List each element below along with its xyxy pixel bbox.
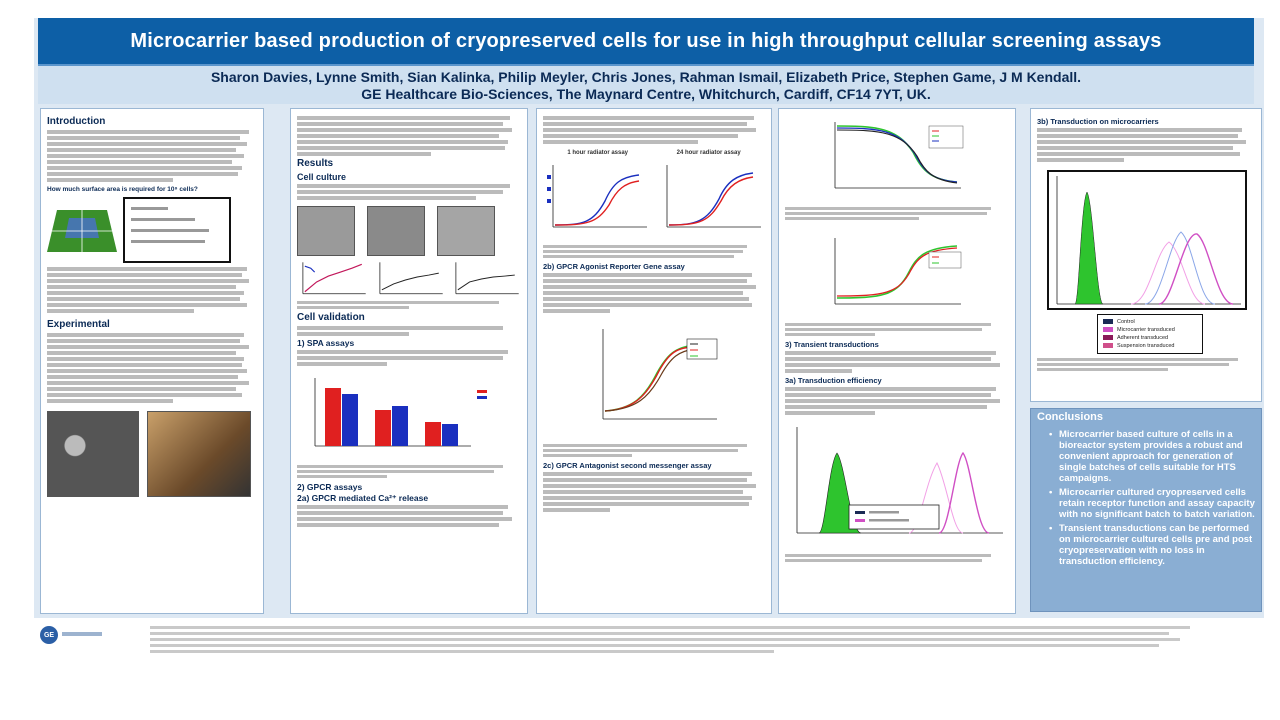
- reporter-gene-heading: 2b) GPCR Agonist Reporter Gene assay: [543, 262, 685, 271]
- transient-text: [785, 351, 1009, 373]
- cell-image-2: [367, 206, 425, 256]
- antagonist-dose-response: [834, 122, 964, 189]
- calcium-text: [297, 505, 521, 527]
- spa-bar-chart: [314, 378, 487, 447]
- reporter-gene-dose-response: [602, 329, 718, 420]
- growth-curve-1: [302, 262, 366, 295]
- conclusions-panel: Conclusions Microcarrier based culture o…: [1030, 408, 1262, 612]
- ge-tagline: [62, 632, 102, 636]
- author-names: Sharon Davies, Lynne Smith, Sian Kalinka…: [210, 69, 1082, 85]
- efficiency-caption: [785, 554, 1009, 562]
- microcarrier-transduction-heading: 3b) Transduction on microcarriers: [1037, 117, 1159, 126]
- bar-blue-2: [392, 406, 408, 446]
- legend-blue-swatch: [477, 396, 487, 399]
- efficiency-histogram: [796, 427, 1003, 534]
- efficiency-legend: [848, 504, 940, 530]
- legend-item-adherent: Adherent transduced: [1103, 334, 1197, 342]
- bar-red-2: [375, 410, 391, 446]
- col3-intro-text: [543, 116, 765, 144]
- conclusion-item: Microcarrier cultured cryopreserved cell…: [1037, 487, 1255, 520]
- intro-text-2: [47, 267, 257, 313]
- panel-b-label: 24 hour radiator assay: [676, 150, 741, 156]
- intro-text: [47, 130, 257, 182]
- conclusions-heading: Conclusions: [1037, 411, 1104, 423]
- bioreactor-photo: [147, 411, 251, 497]
- transduction-efficiency-heading: 3a) Transduction efficiency: [785, 376, 882, 385]
- results-intro-text: [297, 116, 521, 156]
- microcarrier-histogram: [1056, 176, 1241, 305]
- antagonist-text: [543, 472, 765, 512]
- cell-culture-text: [297, 184, 521, 200]
- growth-curve-2: [379, 262, 443, 295]
- column-introduction: Introduction How much surface area is re…: [40, 108, 264, 614]
- transient-transductions-heading: 3) Transient transductions: [785, 340, 879, 349]
- cell-culture-heading: Cell culture: [297, 172, 347, 182]
- column-microcarrier-transduction: 3b) Transduction on microcarriers Contro…: [1030, 108, 1262, 402]
- efficiency-text: [785, 387, 1009, 415]
- legend-red-swatch: [477, 390, 487, 393]
- legend-item-suspension: Suspension transduced: [1103, 342, 1197, 350]
- panel-a-label: 1 hour radiator assay: [567, 150, 629, 156]
- microcarrier-caption: [1037, 358, 1255, 371]
- antagonist-caption: [785, 207, 1009, 220]
- footer-references: [150, 626, 1190, 660]
- bar-red-1: [325, 388, 341, 446]
- flow-histogram-frame: [1047, 170, 1247, 310]
- conclusion-item: Microcarrier based culture of cells in a…: [1037, 429, 1255, 484]
- cell-image-1: [297, 206, 355, 256]
- spa-text: [297, 350, 521, 366]
- experimental-text: [47, 333, 257, 403]
- microcarrier-micrograph: [47, 411, 139, 497]
- ge-logo: GE: [40, 626, 58, 644]
- cell-validation-text: [297, 326, 521, 336]
- conclusion-item: Transient transductions can be performed…: [1037, 523, 1255, 567]
- growth-curve-3: [455, 262, 520, 295]
- second-messenger-plot: [834, 238, 962, 305]
- experimental-heading: Experimental: [47, 319, 110, 330]
- reporter-caption: [543, 444, 765, 457]
- author-block: Sharon Davies, Lynne Smith, Sian Kalinka…: [38, 66, 1254, 104]
- reporter-gene-text: [543, 273, 765, 313]
- intro-heading: Introduction: [47, 116, 106, 127]
- bar-blue-1: [342, 394, 358, 446]
- second-messenger-caption: [785, 323, 1009, 336]
- cell-validation-heading: Cell validation: [297, 312, 365, 323]
- microcarrier-transduction-text: [1037, 128, 1255, 162]
- legend-item-control: Control: [1103, 318, 1197, 326]
- legend-item-microcarrier: Microcarrier transduced: [1103, 326, 1197, 334]
- results-heading: Results: [297, 158, 334, 169]
- poster-title: Microcarrier based production of cryopre…: [38, 18, 1254, 66]
- gpcr-assays-heading: 2) GPCR assays: [297, 482, 363, 492]
- cell-image-3: [437, 206, 495, 256]
- column-gpcr-assays: 1 hour radiator assay 24 hour radiator a…: [536, 108, 772, 614]
- bar-red-3: [425, 422, 441, 446]
- surface-area-box: [123, 197, 231, 263]
- radiator-caption: [543, 245, 765, 258]
- radiator-assay-24h-plot: [666, 165, 761, 228]
- tennis-court-illustration: [47, 210, 117, 252]
- bar-blue-3: [442, 424, 458, 446]
- antagonist-heading: 2c) GPCR Antagonist second messenger ass…: [543, 461, 712, 470]
- spa-heading: 1) SPA assays: [297, 338, 355, 348]
- calcium-release-heading: 2a) GPCR mediated Ca²⁺ release: [297, 493, 429, 503]
- column-transductions: 3) Transient transductions 3a) Transduct…: [778, 108, 1016, 614]
- column-results: Results Cell culture Cell valida: [290, 108, 528, 614]
- surface-area-question: How much surface area is required for 10…: [47, 186, 198, 193]
- figure-caption: [297, 301, 521, 309]
- spa-caption: [297, 465, 521, 478]
- radiator-assay-1h-plot: [547, 165, 647, 228]
- affiliation: GE Healthcare Bio-Sciences, The Maynard …: [361, 86, 931, 102]
- microcarrier-legend: Control Microcarrier transduced Adherent…: [1097, 314, 1203, 354]
- conclusions-list: Microcarrier based culture of cells in a…: [1037, 429, 1255, 567]
